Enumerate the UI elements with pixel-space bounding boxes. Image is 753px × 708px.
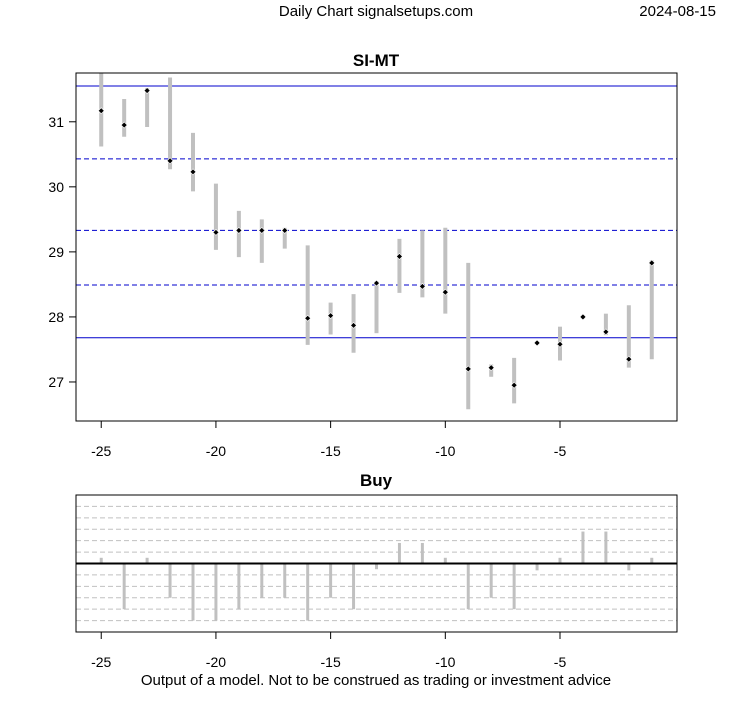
- x-tick-label: -5: [554, 443, 567, 459]
- footer-disclaimer: Output of a model. Not to be construed a…: [141, 672, 611, 689]
- top-chart-panel: -25 -20 -15 -10 -5 27 28 29 30 31: [48, 72, 678, 459]
- x-tick-label: -15: [321, 654, 341, 670]
- close-marker: [97, 107, 105, 115]
- header-date: 2024-08-15: [639, 3, 716, 20]
- close-marker: [350, 321, 357, 329]
- bottom-chart-panel: -25 -20 -15 -10 -5: [75, 494, 678, 670]
- close-marker: [120, 121, 128, 129]
- x-tick-label: -20: [206, 654, 226, 670]
- close-marker: [143, 87, 151, 94]
- close-marker: [258, 226, 266, 234]
- close-marker: [327, 312, 335, 320]
- y-tick-label: 29: [48, 244, 64, 260]
- top-plot-frame: [75, 72, 678, 422]
- close-marker: [281, 226, 289, 234]
- close-marker: [166, 157, 174, 165]
- close-marker: [418, 282, 426, 290]
- close-marker: [487, 364, 495, 372]
- close-marker: [441, 288, 449, 296]
- close-marker: [304, 314, 312, 322]
- y-tick-label: 30: [48, 179, 64, 195]
- close-marker: [464, 365, 472, 373]
- y-tick-label: 28: [48, 309, 64, 325]
- y-tick-label: 27: [48, 374, 64, 390]
- x-tick-label: -25: [91, 443, 111, 459]
- x-tick-label: -25: [91, 654, 111, 670]
- close-marker: [579, 313, 587, 321]
- bottom-chart-title: Buy: [360, 471, 393, 490]
- y-tick-label: 31: [48, 114, 64, 130]
- x-tick-label: -20: [206, 443, 226, 459]
- close-marker: [533, 339, 541, 347]
- top-chart-title: SI-MT: [353, 51, 400, 70]
- close-marker: [235, 226, 243, 234]
- x-tick-label: -10: [435, 443, 455, 459]
- close-marker: [625, 355, 633, 363]
- x-tick-label: -10: [435, 654, 455, 670]
- close-marker: [510, 381, 518, 389]
- close-marker: [396, 253, 403, 260]
- close-marker: [602, 328, 610, 336]
- close-marker: [556, 340, 564, 348]
- close-marker: [373, 279, 380, 287]
- header-site-label: Daily Chart signalsetups.com: [279, 3, 473, 20]
- x-tick-label: -5: [554, 654, 567, 670]
- close-marker: [212, 228, 220, 236]
- close-marker: [189, 168, 197, 176]
- bottom-plot-frame: [75, 494, 678, 633]
- close-marker: [648, 259, 656, 267]
- x-tick-label: -15: [321, 443, 341, 459]
